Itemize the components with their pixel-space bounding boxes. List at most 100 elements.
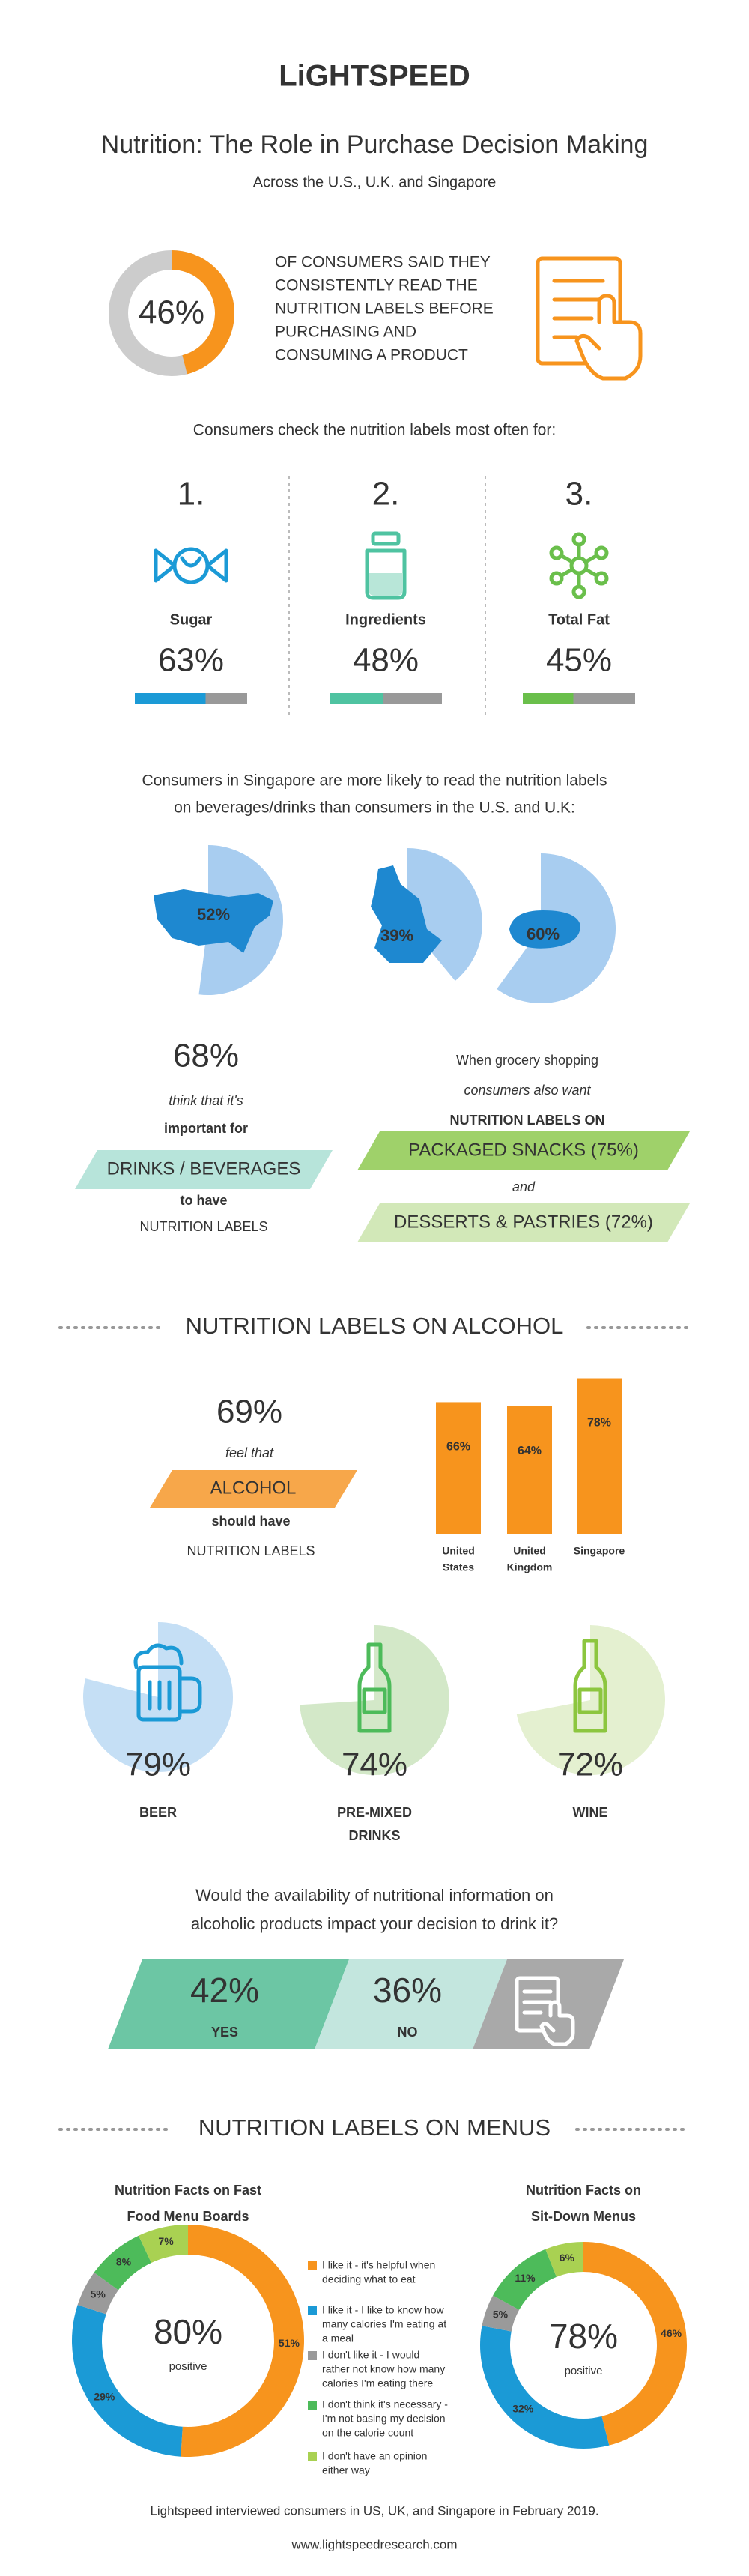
molecule-icon [549,532,609,599]
drink-icon [357,1642,392,1733]
section-title: NUTRITION LABELS ON ALCOHOL [186,1313,564,1339]
bar-label: 66% [446,1441,470,1454]
drink-name: WINE [573,1805,608,1820]
ring-label: 46% [139,294,204,331]
answer-name: NO [398,2025,418,2040]
legend-swatch [308,2452,317,2461]
country-map [154,889,273,953]
alcohol-text: should have [211,1514,290,1529]
legend-swatch [308,2306,317,2315]
donut-title: Sit-Down Menus [531,2209,636,2224]
big-percent: 69% [216,1394,282,1430]
segment-label: 46% [661,2327,682,2339]
title: Nutrition: The Role in Purchase Decision… [101,130,649,159]
legend-text: a meal [322,2332,354,2344]
bar-category: Kingdom [507,1561,553,1573]
drink-icon [133,1643,202,1722]
donut-title: Nutrition Facts on Fast [115,2183,261,2198]
dotted-rules [58,1326,691,2131]
country-percent: 39% [380,926,413,945]
item-percent: 48% [353,642,419,679]
answer-percent: 36% [373,1971,442,2010]
drink-percent: 79% [125,1747,191,1783]
segment-label: 32% [512,2403,534,2415]
statement-line: CONSUMING A PRODUCT [275,347,468,364]
donut-segment [479,2326,610,2449]
donut-segment [77,2272,118,2315]
big-percent: 68% [173,1038,239,1074]
footer-url[interactable]: www.lightspeedresearch.com [291,2537,457,2551]
country-map [509,910,580,949]
donut-segment [482,2295,520,2332]
drink-percent: 72% [557,1747,623,1783]
drink-sector [516,1625,665,1775]
drink-percent: 74% [342,1747,407,1783]
segment-label: 6% [560,2252,575,2264]
candy-icon [154,547,228,584]
legend-text: calories I'm eating there [322,2377,433,2389]
legend-text: I don't have an opinion [322,2450,427,2462]
small-clipboard-icon [515,1976,575,2046]
statement-line: CONSISTENTLY READ THE [275,277,478,294]
donut-title: Nutrition Facts on [526,2183,641,2198]
section-heading: Consumers in Singapore are more likely t… [142,773,607,790]
importance-text: to have [180,1193,227,1208]
alcohol-text: feel that [225,1445,274,1460]
ring-segment [172,250,234,375]
item-name: Ingredients [345,611,426,628]
legend-text: rather not know how many [322,2363,445,2375]
legend-text: I'm not basing my decision [322,2413,446,2425]
banner-text: DRINKS / BEVERAGES [107,1158,301,1179]
donut-caption: positive [565,2365,603,2377]
section-heading: Consumers check the nutrition labels mos… [193,422,556,439]
donut-segment [545,2242,583,2277]
donut-segment [94,2235,152,2291]
question: alcoholic products impact your decision … [191,1914,558,1933]
jar-icon [365,531,407,600]
banner-text: ALCOHOL [210,1478,297,1498]
grocery-joiner: and [512,1179,536,1194]
country-map [371,865,442,963]
donut-title: Food Menu Boards [127,2209,249,2224]
drink-name: PRE-MIXED [337,1805,412,1820]
section-heading: on beverages/drinks than consumers in th… [174,799,575,817]
bar-category: States [443,1561,474,1573]
statement-line: PURCHASING AND [275,324,416,341]
importance-text: NUTRITION LABELS [139,1219,267,1234]
donut-segment [493,2249,557,2310]
donut-segment [583,2241,688,2446]
donut-segment [181,2224,305,2458]
question: Would the availability of nutritional in… [195,1886,554,1905]
legend-text: I don't think it's necessary - [322,2398,448,2410]
bar-category: United [442,1545,475,1557]
bar-label: 64% [518,1445,542,1457]
alcohol-text: NUTRITION LABELS [187,1544,315,1558]
segment-label: 51% [279,2337,300,2349]
bar [577,1378,622,1534]
drink-name: DRINKS [348,1828,400,1843]
grocery-text: When grocery shopping [456,1053,598,1068]
importance-text: important for [164,1121,248,1136]
segment-label: 29% [94,2391,115,2403]
answer-percent: 42% [190,1971,259,2010]
bar-label: 78% [587,1417,611,1430]
footer-note: Lightspeed interviewed consumers in US, … [150,2503,598,2518]
legend-text: I like it - I like to know how [322,2304,445,2316]
grocery-text: consumers also want [464,1083,591,1098]
statement-line: OF CONSUMERS SAID THEY [275,254,491,271]
segment-label: 5% [493,2309,509,2320]
answer-name: YES [211,2025,238,2040]
clipboard-icon [536,256,643,381]
legend-text: either way [322,2464,370,2476]
rank: 2. [372,476,400,513]
segment-label: 7% [158,2235,174,2247]
bar-category: Singapore [574,1545,625,1557]
item-percent: 63% [158,642,224,679]
country-sector [407,848,482,982]
drink-icon [573,1639,607,1733]
donut-segment [139,2225,188,2263]
donut-center: 80% [154,2312,222,2351]
logo: LiGHTSPEED [279,60,470,93]
segment-label: 5% [91,2288,106,2300]
